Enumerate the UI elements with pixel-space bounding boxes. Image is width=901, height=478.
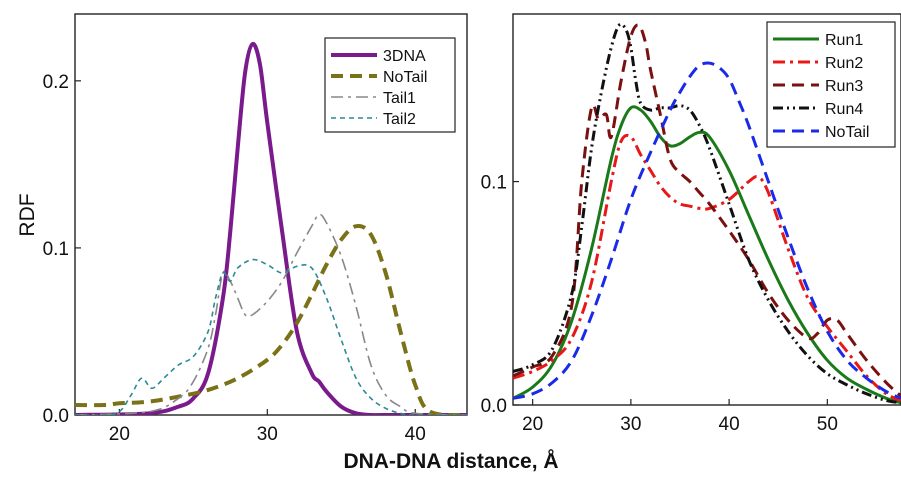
- right-ytick-label: 0.1: [481, 173, 507, 194]
- left-legend-label-notail: NoTail: [383, 69, 427, 86]
- left-plot-content: 20 30 40 0.0 0.1 0.2 3DNA NoTail Tail1 Tail2: [43, 37, 467, 445]
- left-legend-label-tail2: Tail2: [383, 111, 416, 128]
- left-ylabel: RDF: [16, 193, 39, 236]
- right-series-notail: [513, 61, 901, 400]
- right-series-run3: [513, 23, 901, 398]
- left-xtick-label: 20: [109, 424, 130, 445]
- right-series-run1: [513, 105, 901, 405]
- right-chart: 20 30 40 50 0.0 0.1 Run1 Run2 Run3 Run4 NoTail: [481, 13, 901, 435]
- right-xtick-label: 50: [817, 414, 838, 435]
- right-legend-label-notail: NoTail: [825, 124, 869, 141]
- left-ytick-label: 0.2: [43, 72, 69, 93]
- left-series-tail1: [75, 213, 467, 415]
- left-ytick-label: 0.0: [43, 406, 69, 427]
- right-legend-label-run4: Run4: [825, 101, 863, 118]
- right-legend-label-run3: Run3: [825, 78, 863, 95]
- left-series-3dna: [75, 41, 467, 415]
- right-xtick-label: 40: [719, 414, 740, 435]
- left-ytick-label: 0.1: [43, 239, 69, 260]
- right-xtick-label: 30: [620, 414, 641, 435]
- right-legend-label-run2: Run2: [825, 55, 863, 72]
- left-legend-label-tail1: Tail1: [383, 90, 416, 107]
- shared-xlabel: DNA-DNA distance, Å: [343, 449, 558, 473]
- left-xtick-label: 40: [405, 424, 426, 445]
- right-ytick-label: 0.0: [481, 396, 507, 417]
- left-legend-label-3dna: 3DNA: [383, 48, 426, 65]
- right-plot-content: 20 30 40 50 0.0 0.1 Run1 Run2 Run3 Run4 NoTail: [481, 21, 901, 435]
- left-series-tail2: [75, 258, 467, 415]
- left-xtick-label: 30: [257, 424, 278, 445]
- right-legend: [766, 21, 896, 148]
- left-chart: 20 30 40 0.0 0.1 0.2 3DNA NoTail Tail1 Tail2 RDF: [16, 13, 468, 445]
- left-series-notail: [75, 223, 467, 415]
- right-legend-label-run1: Run1: [825, 32, 863, 49]
- right-xtick-label: 20: [522, 414, 543, 435]
